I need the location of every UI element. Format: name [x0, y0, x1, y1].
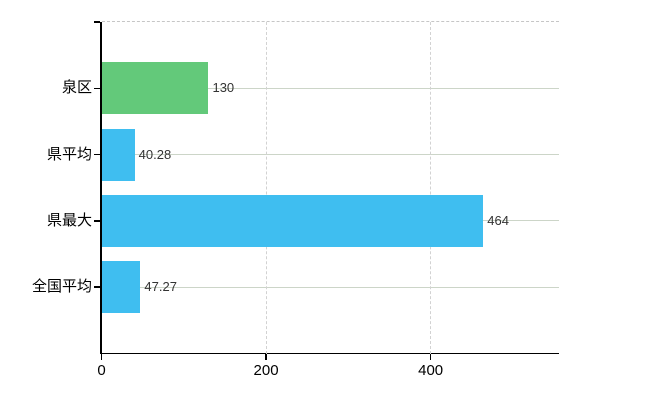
- v-gridline: [430, 22, 432, 354]
- x-tick: [100, 353, 103, 360]
- bar-value-label: 130: [212, 80, 235, 96]
- y-tick: [94, 153, 100, 156]
- plot-area-top-border: [101, 21, 559, 22]
- x-tick: [429, 353, 432, 360]
- bar-value-label: 47.27: [144, 279, 177, 295]
- y-tick: [94, 87, 100, 90]
- category-label: 泉区: [61, 79, 92, 97]
- h-gridline: [101, 87, 559, 89]
- y-tick: [94, 220, 100, 222]
- bar-value-label: 40.28: [138, 146, 172, 162]
- x-tick: [265, 353, 267, 360]
- x-axis-line: [100, 352, 559, 355]
- v-gridline: [265, 22, 267, 354]
- bar-value-label: 464: [487, 212, 509, 228]
- h-gridline: [101, 286, 559, 288]
- bar[interactable]: [101, 194, 484, 247]
- bar[interactable]: [101, 128, 135, 181]
- y-axis-line: [100, 22, 102, 354]
- y-tick: [94, 286, 100, 288]
- h-gridline: [101, 154, 559, 156]
- bar[interactable]: [101, 261, 141, 314]
- category-label: 県最大: [46, 211, 92, 229]
- x-tick-label: 0: [97, 361, 106, 379]
- x-tick-label: 400: [418, 361, 444, 379]
- category-label: 県平均: [46, 145, 92, 163]
- x-tick-label: 200: [253, 361, 279, 379]
- category-label: 全国平均: [31, 278, 92, 296]
- bar[interactable]: [101, 62, 209, 115]
- y-axis-top-tick: [94, 21, 100, 23]
